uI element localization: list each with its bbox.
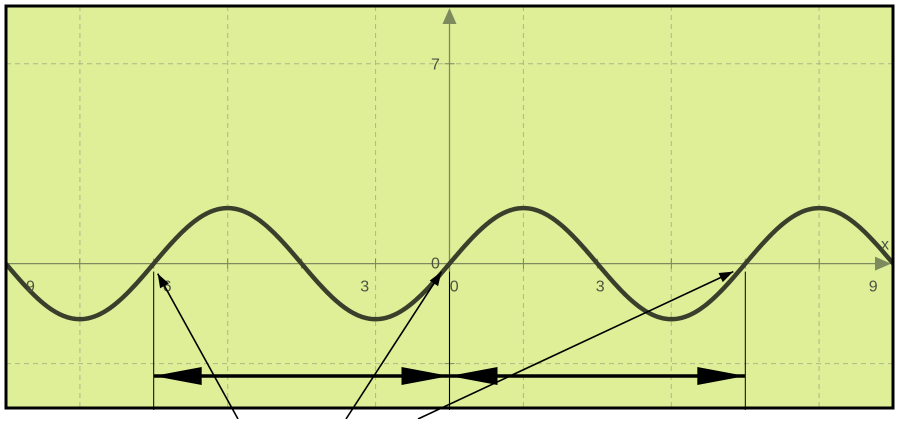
y-tick-label: 0 bbox=[431, 256, 440, 273]
pointer-arrow-line bbox=[417, 270, 734, 420]
x-tick-label: 9 bbox=[869, 279, 878, 296]
x-tick-label: 6 bbox=[163, 279, 172, 296]
period-arrowhead-left bbox=[449, 367, 498, 385]
x-tick-label: 0 bbox=[450, 279, 459, 296]
period-arrowhead-left bbox=[153, 367, 202, 385]
period-brackets bbox=[153, 271, 746, 410]
pointer-arrow-line bbox=[156, 273, 239, 420]
pointer-arrowhead bbox=[157, 273, 169, 289]
x-tick-label: 9 bbox=[26, 279, 35, 296]
y-axis-arrowhead bbox=[442, 8, 457, 24]
sine-curve-series bbox=[4, 205, 895, 322]
x-axis-label: x bbox=[881, 237, 889, 254]
tick-labels: 9 6 3 0 3 9 7 0 x bbox=[26, 57, 889, 296]
period-arrowhead-right bbox=[697, 367, 746, 385]
graph-border bbox=[4, 4, 895, 410]
pointer-arrowhead bbox=[429, 271, 442, 287]
pointer-arrow-line bbox=[345, 271, 443, 420]
period-arrowhead-right bbox=[401, 367, 450, 385]
x-tick-label: 3 bbox=[596, 279, 605, 296]
x-tick-label: 3 bbox=[360, 279, 369, 296]
x-axis-arrowhead bbox=[875, 256, 891, 271]
y-tick-label: 7 bbox=[431, 57, 440, 74]
pointer-arrowhead bbox=[718, 271, 734, 283]
zero-crossing-pointers bbox=[156, 270, 734, 420]
